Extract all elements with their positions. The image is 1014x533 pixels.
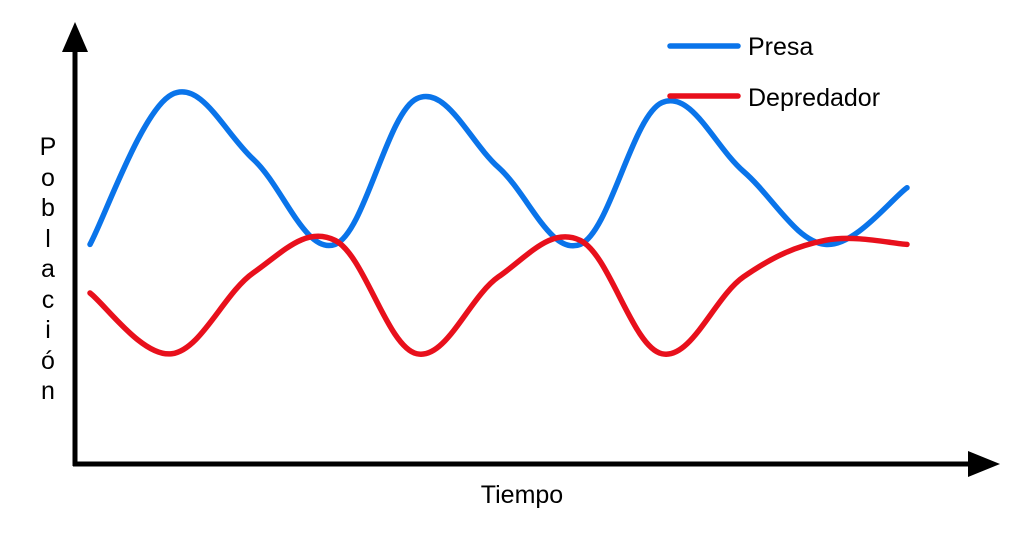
x-axis-arrow-icon	[968, 451, 1000, 477]
legend: Presa Depredador	[667, 33, 880, 112]
y-axis-label-letter: l	[45, 224, 51, 253]
y-axis-label-letter: ó	[41, 346, 55, 375]
y-axis-label-letter: c	[41, 285, 55, 314]
y-axis-label-letter: n	[41, 377, 55, 405]
series-line-depredador	[87, 233, 910, 357]
y-axis-label-letter: P	[39, 133, 57, 161]
legend-label-depredador: Depredador	[748, 84, 880, 112]
y-axis-label-letter: b	[41, 194, 55, 222]
series-line-presa	[87, 89, 910, 249]
y-axis-label-letter: o	[41, 163, 55, 192]
y-axis-label-letter: a	[41, 255, 55, 283]
x-axis-label: Tiempo	[481, 481, 563, 509]
y-axis-arrow-icon	[62, 22, 88, 52]
legend-label-presa: Presa	[748, 33, 813, 61]
y-axis-label-letter: i	[45, 316, 51, 344]
